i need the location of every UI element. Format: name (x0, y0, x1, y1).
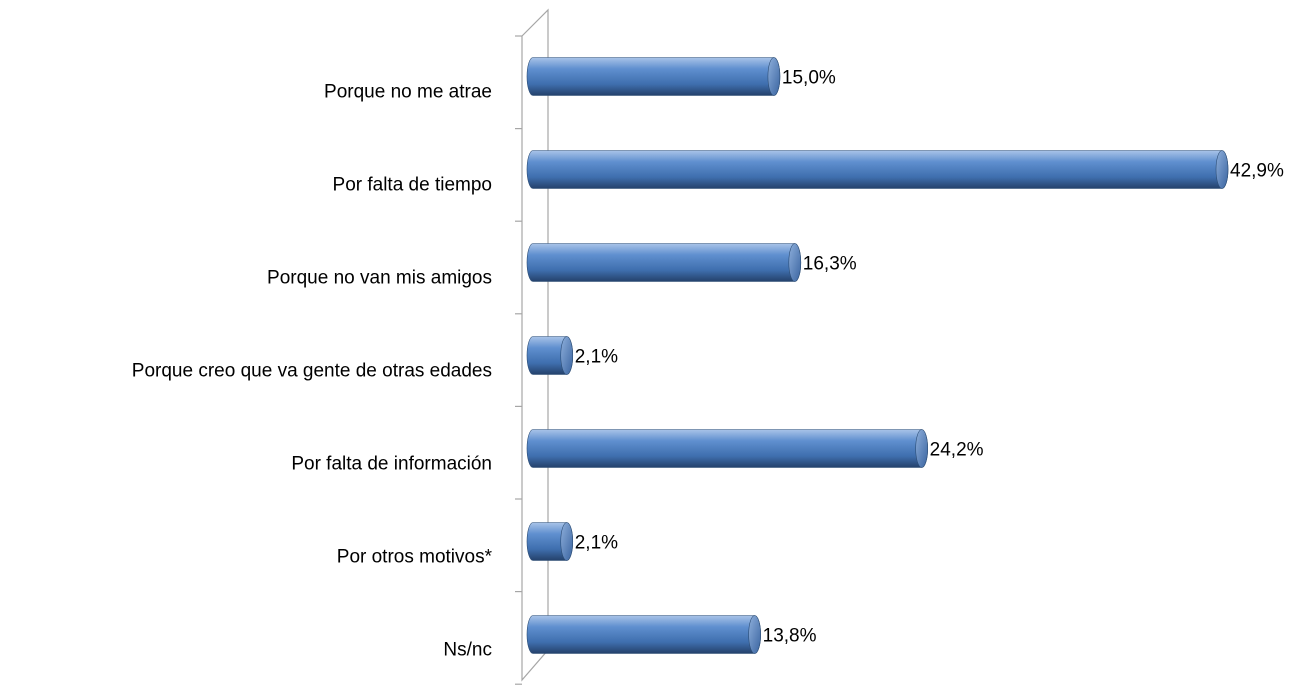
data-label: 24,2% (930, 440, 984, 461)
data-label: 15,0% (782, 68, 836, 89)
bar-cap (788, 243, 802, 282)
data-label: 42,9% (1230, 161, 1284, 182)
bar-cap (1215, 150, 1229, 189)
bar (526, 150, 1229, 189)
data-label: 2,1% (575, 533, 618, 554)
bar (526, 615, 761, 654)
y-tick-label: Porque no van mis amigos (267, 268, 492, 289)
bar-cap (560, 336, 574, 375)
y-tick-label: Ns/nc (443, 640, 492, 661)
bar (526, 57, 781, 96)
bar-cap (748, 615, 761, 654)
y-tick-label: Porque no me atrae (324, 82, 492, 103)
bar-cap (560, 522, 574, 561)
y-tick-label: Por falta de información (291, 454, 492, 475)
bar (526, 429, 928, 468)
y-tick-label: Por otros motivos* (337, 547, 493, 568)
data-label: 13,8% (763, 626, 817, 647)
bar-cap (915, 429, 928, 468)
bar-cap (767, 57, 781, 96)
y-tick-label: Porque creo que va gente de otras edades (132, 361, 492, 382)
bar (526, 243, 802, 282)
y-tick-label: Por falta de tiempo (333, 175, 492, 196)
data-label: 16,3% (803, 254, 857, 275)
data-label: 2,1% (575, 347, 618, 368)
